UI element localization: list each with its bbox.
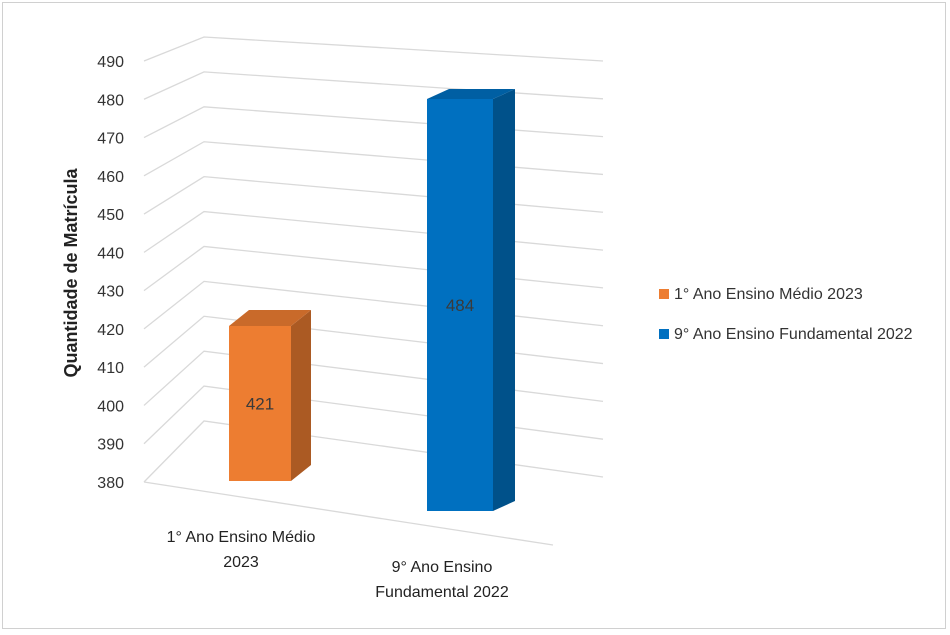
gridline bbox=[143, 36, 604, 62]
bar-front-face bbox=[427, 99, 493, 511]
bar-front-face bbox=[229, 326, 291, 481]
x-tick-label: 9° Ano Ensino Fundamental 2022 bbox=[375, 559, 509, 601]
data-label: 421 bbox=[246, 395, 274, 414]
bar-2: 484 bbox=[427, 89, 515, 511]
bar-side-face bbox=[493, 89, 515, 511]
y-tick-label: 470 bbox=[97, 131, 124, 148]
bar-top-face bbox=[427, 89, 515, 99]
gridline bbox=[143, 141, 604, 177]
legend-entry: 9° Ano Ensino Fundamental 2022 bbox=[659, 326, 913, 343]
bar-top-face bbox=[229, 310, 311, 326]
legend-entry: 1° Ano Ensino Médio 2023 bbox=[659, 286, 863, 303]
bar-chart-3d: 380 390 400 410 420 430 440 450 460 470 480 490 421… bbox=[61, 36, 913, 601]
bar-side-face bbox=[291, 310, 311, 481]
gridline bbox=[143, 175, 604, 215]
legend-label: 1° Ano Ensino Médio 2023 bbox=[674, 286, 863, 303]
y-tick-label: 400 bbox=[97, 398, 124, 415]
y-tick-label: 380 bbox=[97, 475, 124, 492]
gridline bbox=[143, 385, 604, 445]
y-tick-label: 430 bbox=[97, 284, 124, 301]
y-tick-label: 440 bbox=[97, 245, 124, 262]
x-tick-label: 1° Ano Ensino Médio 2023 bbox=[167, 529, 316, 571]
y-tick-label: 480 bbox=[97, 92, 124, 109]
bar-1: 421 bbox=[229, 310, 311, 481]
legend-swatch bbox=[659, 329, 669, 339]
y-tick-label: 460 bbox=[97, 169, 124, 186]
gridline bbox=[143, 210, 604, 253]
gridline bbox=[143, 71, 604, 100]
y-tick-label: 490 bbox=[97, 54, 124, 71]
floor-front-edge bbox=[143, 481, 554, 546]
gridline bbox=[143, 106, 604, 139]
y-tick-label: 410 bbox=[97, 360, 124, 377]
y-axis-label: Quantidade de Matrícula bbox=[61, 167, 81, 377]
data-label: 484 bbox=[446, 296, 474, 315]
y-tick-label: 390 bbox=[97, 437, 124, 454]
y-tick-label: 420 bbox=[97, 322, 124, 339]
gridline bbox=[143, 245, 604, 292]
legend-swatch bbox=[659, 289, 669, 299]
legend-label: 9° Ano Ensino Fundamental 2022 bbox=[674, 326, 913, 343]
gridline bbox=[143, 350, 604, 406]
gridline bbox=[143, 280, 604, 330]
gridline bbox=[143, 315, 604, 368]
y-tick-label: 450 bbox=[97, 207, 124, 224]
